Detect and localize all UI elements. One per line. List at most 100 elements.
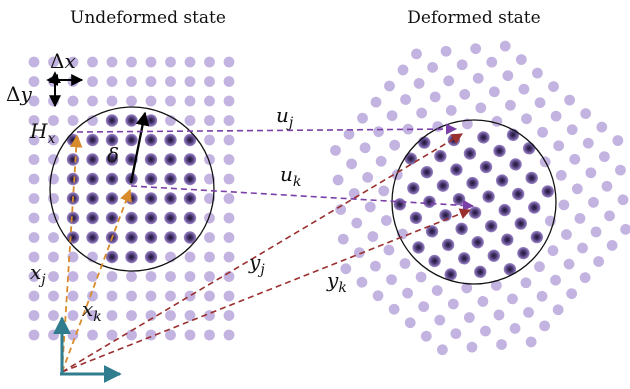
lattice-dot-dark [144, 153, 158, 166]
lattice-dot [367, 231, 379, 242]
lattice-dot [165, 310, 176, 321]
lattice-dot [490, 279, 502, 291]
lattice-dot [579, 272, 591, 283]
lattice-dot-dark [447, 133, 461, 147]
lattice-dot [28, 56, 40, 68]
lattice-dot [496, 339, 507, 350]
lattice-dot-dark [125, 114, 138, 127]
lattice-dot [353, 247, 365, 259]
yk-arrow [61, 208, 472, 373]
lattice-dot [596, 121, 608, 133]
lattice-dot-dark [86, 211, 99, 225]
lattice-dot [184, 310, 196, 321]
lattice-dot [48, 232, 59, 243]
lattice-dot-dark [457, 252, 471, 265]
lattice-dot-dark [471, 236, 484, 249]
lattice-dot [145, 290, 157, 302]
lattice-dot [461, 118, 473, 130]
lattice-dot-dark [105, 250, 119, 264]
lattice-dot [204, 56, 215, 68]
lattice-dot-dark [466, 176, 479, 190]
yj-arrow [61, 133, 463, 373]
lattice-dot [373, 126, 384, 138]
lattice-dot [370, 260, 381, 272]
lattice-dot [561, 229, 572, 240]
lattice-dot [204, 173, 215, 185]
yj-label: yj [248, 250, 265, 278]
undeformed-circle [49, 106, 215, 272]
lattice-dot [463, 312, 475, 323]
lattice-dot-dark [66, 153, 80, 166]
lattice-dot [429, 91, 441, 103]
lattice-dot [223, 134, 235, 146]
lattice-dot [550, 274, 561, 286]
lattice-dot-dark [86, 172, 99, 186]
lattice-dot [553, 140, 565, 152]
lattice-dot [204, 251, 215, 263]
lattice-dot [204, 290, 215, 302]
lattice-dot-dark [517, 246, 530, 260]
lattice-dot [106, 271, 118, 282]
lattice-dot [48, 115, 59, 126]
lattice-dot-dark [511, 187, 525, 201]
lattice-dot-dark [441, 238, 455, 252]
lattice-dot [604, 210, 615, 222]
lattice-dot [472, 72, 484, 84]
lattice-dot-dark [506, 128, 520, 142]
lattice-dot [440, 45, 452, 57]
lattice-dot-dark [528, 201, 541, 214]
lattice-dot [106, 329, 118, 341]
lattice-dot [28, 76, 40, 87]
lattice-dot [67, 251, 79, 263]
lattice-dot [415, 271, 427, 283]
delta-arrow [129, 111, 150, 184]
lattice-dot [223, 329, 235, 341]
lattice-dot [475, 102, 487, 114]
lattice-dot [507, 293, 518, 305]
lattice-dot [145, 56, 157, 68]
lattice-dot-dark [482, 190, 495, 203]
lattice-dot [48, 310, 59, 321]
lattice-dot [456, 59, 468, 71]
lattice-dot-dark [423, 195, 436, 208]
uj-label: uj [276, 103, 294, 131]
xk-arrow [61, 188, 132, 373]
lattice-dot [364, 201, 376, 213]
lattice-dot-dark [404, 152, 417, 165]
lattice-dot-dark [514, 217, 527, 230]
lattice-dot [461, 282, 473, 294]
lattice-dot [126, 290, 137, 302]
lattice-dot [534, 97, 546, 109]
lattice-dot [620, 223, 630, 235]
lattice-dot-dark [164, 192, 177, 205]
lattice-dot [515, 54, 527, 65]
lattice-dot [359, 142, 371, 154]
lattice-dot [450, 328, 462, 340]
lattice-dot [87, 329, 98, 341]
lattice-dot-dark [444, 268, 457, 281]
uj-arrow [76, 123, 458, 135]
lattice-dot [126, 95, 137, 107]
lattice-dot-dark [487, 249, 500, 262]
lattice-dot [443, 75, 455, 87]
lattice-dot [184, 271, 196, 282]
lattice-dot [165, 76, 176, 87]
lattice-dot [126, 76, 137, 87]
lattice-dot-dark [439, 209, 452, 222]
lattice-dot-dark [105, 133, 119, 147]
lattice-dot [346, 158, 357, 170]
lattice-dot [48, 251, 59, 263]
lattice-dot-dark [412, 241, 425, 254]
lattice-dot [204, 76, 215, 87]
lattice-dot [343, 128, 355, 140]
lattice-dot-dark [493, 144, 506, 158]
lattice-dot-dark [393, 198, 407, 211]
lattice-dot [340, 263, 352, 275]
lattice-dot-dark [436, 179, 450, 192]
lattice-dot-dark [530, 230, 544, 244]
lattice-dot-dark [425, 225, 439, 238]
lattice-dot [427, 61, 438, 73]
undeformed-lattice [28, 56, 235, 341]
lattice-dot [204, 329, 215, 341]
